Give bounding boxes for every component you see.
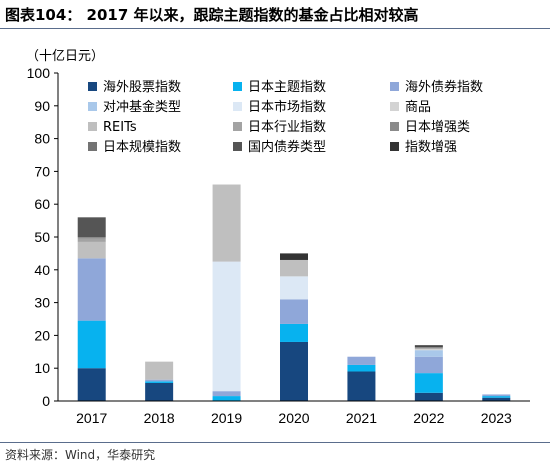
- x-tick-label: 2018: [144, 410, 175, 426]
- bar-segment: [414, 346, 443, 349]
- bar-segment: [414, 350, 443, 357]
- legend-label: 日本主题指数: [248, 80, 326, 95]
- bar-segment: [77, 368, 106, 401]
- bar-segment: [77, 238, 106, 242]
- legend-swatch: [233, 82, 242, 91]
- x-tick-label: 2019: [211, 410, 242, 426]
- y-tick-label: 90: [34, 98, 50, 114]
- bar-segment: [280, 253, 308, 260]
- bar-segment: [347, 356, 376, 365]
- legend-swatch: [233, 142, 242, 151]
- legend-swatch: [88, 82, 97, 91]
- x-tick-label: 2021: [346, 410, 377, 426]
- y-axis-unit: （十亿日元）: [26, 49, 104, 64]
- legend-swatch: [88, 102, 97, 111]
- legend-label: 日本增强类: [405, 120, 470, 135]
- footer-divider: [0, 442, 550, 443]
- x-tick-label: 2020: [278, 410, 309, 426]
- bar-segment: [482, 397, 511, 401]
- bar-segment: [280, 276, 308, 300]
- bar-segment: [280, 299, 308, 324]
- bar-segment: [77, 241, 106, 259]
- legend-swatch: [390, 122, 399, 131]
- bar-segment: [414, 345, 443, 347]
- legend-label: 日本行业指数: [248, 120, 326, 135]
- y-tick-label: 70: [34, 163, 50, 179]
- legend-label: 指数增强: [405, 140, 457, 155]
- legend-swatch: [390, 142, 399, 151]
- bar-segment: [77, 237, 106, 239]
- bar-segment: [145, 379, 174, 382]
- bar-segment: [77, 217, 106, 237]
- y-tick-label: 50: [34, 229, 50, 245]
- legend-label: 海外股票指数: [103, 80, 181, 95]
- legend-swatch: [88, 142, 97, 151]
- bar-segment: [482, 394, 511, 397]
- bar-segment: [145, 382, 174, 401]
- chart-title: 图表104： 2017 年以来，跟踪主题指数的基金占比相对较高: [5, 6, 419, 24]
- y-tick-label: 10: [34, 360, 50, 376]
- legend-label: 海外债券指数: [405, 79, 483, 95]
- bar-segment: [347, 364, 376, 372]
- y-tick-label: 60: [34, 196, 50, 212]
- bar-segment: [212, 261, 241, 392]
- bar-segment: [280, 341, 308, 401]
- bar-segment: [280, 259, 308, 277]
- legend-label: 对冲基金类型: [103, 99, 181, 115]
- bar-segment: [77, 258, 106, 321]
- legend-label: 国内债券类型: [248, 139, 326, 155]
- y-tick-label: 40: [34, 262, 50, 278]
- legend-label: 商品: [405, 100, 431, 115]
- bar-segment: [212, 391, 241, 397]
- bar-segment: [212, 184, 241, 262]
- bar-segment: [347, 371, 376, 401]
- x-tick-label: 2022: [413, 410, 444, 426]
- legend-swatch: [88, 122, 97, 131]
- x-tick-label: 2017: [76, 410, 107, 426]
- legend-swatch: [390, 82, 399, 91]
- y-tick-label: 30: [34, 295, 50, 311]
- bar-segment: [77, 320, 106, 369]
- bar-segment: [414, 348, 443, 351]
- x-axis: 2017 2018 2019 2020 2021 2022 2023: [58, 400, 530, 426]
- bar-segment: [414, 356, 443, 374]
- title-divider: [0, 28, 550, 29]
- bar-segment: [212, 396, 241, 401]
- bar-segment: [414, 392, 443, 401]
- bars: [77, 184, 511, 401]
- source-note: 资料来源：Wind，华泰研究: [5, 448, 156, 462]
- bar-segment: [145, 361, 174, 380]
- bar-segment: [280, 323, 308, 342]
- y-tick-label: 0: [42, 393, 50, 409]
- legend-label: 日本市场指数: [248, 99, 326, 115]
- legend-swatch: [233, 122, 242, 131]
- bar-segment: [145, 381, 174, 383]
- bar-segment: [482, 396, 511, 398]
- y-tick-label: 100: [27, 65, 51, 81]
- legend-swatch: [390, 102, 399, 111]
- y-axis: 0 10 20 30 40 50 60 70 80 90 100: [27, 65, 59, 409]
- legend-swatch: [233, 102, 242, 111]
- x-tick-label: 2023: [481, 410, 512, 426]
- legend-label: REITs: [103, 120, 137, 135]
- legend-label: 日本规模指数: [103, 140, 181, 155]
- y-tick-label: 20: [34, 327, 50, 343]
- y-tick-label: 80: [34, 131, 50, 147]
- bar-segment: [414, 373, 443, 393]
